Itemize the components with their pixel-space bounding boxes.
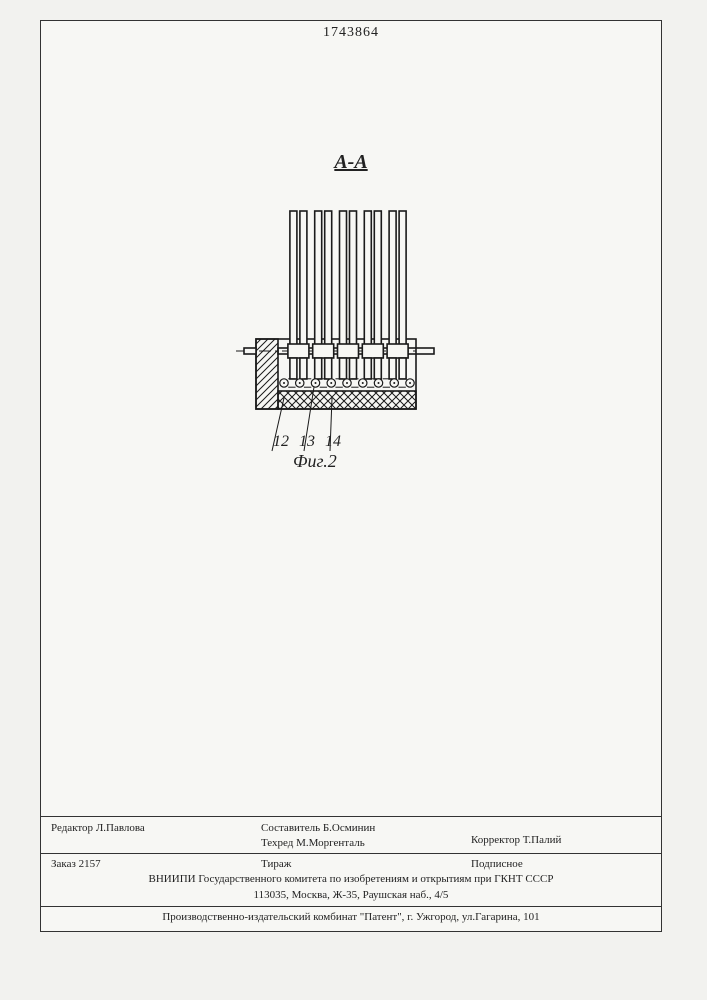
corrector-cell: Корректор Т.Палий — [471, 821, 651, 851]
corrector-label: Корректор — [471, 834, 520, 846]
footer: Редактор Л.Павлова Составитель Б.Осминин… — [41, 816, 661, 931]
callout-labels: 12 13 14 — [273, 433, 341, 451]
callout-13: 13 — [299, 433, 315, 451]
subscription-cell: Подписное — [471, 857, 651, 872]
organization-line: ВНИИПИ Государственного комитета по изоб… — [51, 872, 651, 887]
footer-printer-row: Производственно-издательский комбинат "П… — [41, 906, 661, 931]
organization-address: 113035, Москва, Ж-35, Раушская наб., 4/5 — [51, 888, 651, 903]
callout-12: 12 — [273, 433, 289, 451]
figure-svg — [196, 173, 456, 473]
footer-org-row: Заказ 2157 Тираж Подписное ВНИИПИ Госуда… — [41, 853, 661, 907]
patent-number: 1743864 — [323, 25, 379, 41]
figure-area: A-A 12 13 14 Фиг.2 — [201, 151, 501, 481]
printer-line: Производственно-издательский комбинат "П… — [162, 911, 539, 923]
corrector-name: Т.Палий — [523, 834, 562, 846]
compiler-name: Б.Осминин — [323, 822, 375, 834]
order-cell: Заказ 2157 — [51, 857, 231, 872]
editor-cell: Редактор Л.Павлова — [51, 821, 231, 851]
compiler-label: Составитель — [261, 822, 320, 834]
callout-14: 14 — [325, 433, 341, 451]
figure-caption: Фиг.2 — [293, 451, 337, 472]
order-label: Заказ — [51, 858, 76, 870]
page-frame: 1743864 A-A 12 13 14 Фиг.2 Редактор Л.Па… — [40, 20, 662, 932]
editor-name: Л.Павлова — [96, 822, 145, 834]
tirage-cell: Тираж — [261, 857, 441, 872]
order-number: 2157 — [79, 858, 101, 870]
techred-label: Техред — [261, 837, 293, 849]
editor-label: Редактор — [51, 822, 93, 834]
footer-credits-row: Редактор Л.Павлова Составитель Б.Осминин… — [41, 816, 661, 853]
techred-name: М.Моргенталь — [296, 837, 365, 849]
section-label: A-A — [334, 151, 367, 174]
compiler-techred-cell: Составитель Б.Осминин Техред М.Моргентал… — [261, 821, 441, 851]
